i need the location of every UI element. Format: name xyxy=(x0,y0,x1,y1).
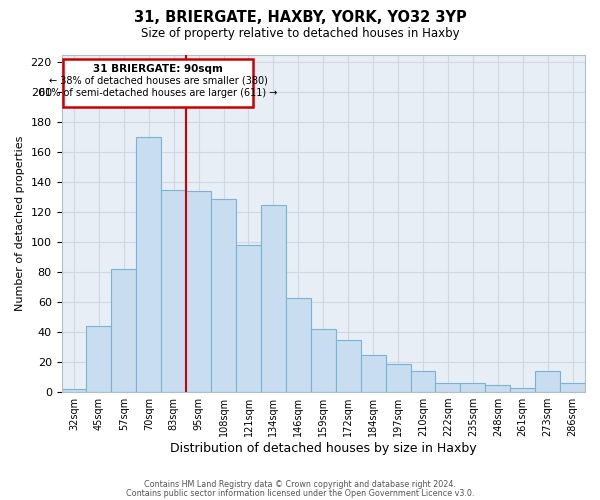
Bar xyxy=(86,326,112,392)
X-axis label: Distribution of detached houses by size in Haxby: Distribution of detached houses by size … xyxy=(170,442,476,455)
Bar xyxy=(136,138,161,392)
Bar xyxy=(211,199,236,392)
Bar xyxy=(236,246,261,392)
Bar xyxy=(386,364,410,392)
Bar xyxy=(186,192,211,392)
Bar xyxy=(460,383,485,392)
Bar xyxy=(510,388,535,392)
Text: ← 38% of detached houses are smaller (380): ← 38% of detached houses are smaller (38… xyxy=(49,76,268,86)
Text: Contains HM Land Registry data © Crown copyright and database right 2024.: Contains HM Land Registry data © Crown c… xyxy=(144,480,456,489)
Text: 31 BRIERGATE: 90sqm: 31 BRIERGATE: 90sqm xyxy=(93,64,223,74)
Bar xyxy=(112,269,136,392)
Bar xyxy=(485,384,510,392)
Bar xyxy=(311,329,336,392)
FancyBboxPatch shape xyxy=(63,60,253,108)
Text: Size of property relative to detached houses in Haxby: Size of property relative to detached ho… xyxy=(140,28,460,40)
Bar xyxy=(161,190,186,392)
Bar xyxy=(535,371,560,392)
Bar xyxy=(336,340,361,392)
Text: Contains public sector information licensed under the Open Government Licence v3: Contains public sector information licen… xyxy=(126,488,474,498)
Text: 31, BRIERGATE, HAXBY, YORK, YO32 3YP: 31, BRIERGATE, HAXBY, YORK, YO32 3YP xyxy=(134,10,466,25)
Bar xyxy=(410,371,436,392)
Bar xyxy=(261,205,286,392)
Text: 61% of semi-detached houses are larger (611) →: 61% of semi-detached houses are larger (… xyxy=(39,88,277,98)
Bar xyxy=(286,298,311,392)
Bar xyxy=(62,389,86,392)
Bar xyxy=(361,354,386,392)
Y-axis label: Number of detached properties: Number of detached properties xyxy=(15,136,25,311)
Bar xyxy=(436,383,460,392)
Bar xyxy=(560,383,585,392)
